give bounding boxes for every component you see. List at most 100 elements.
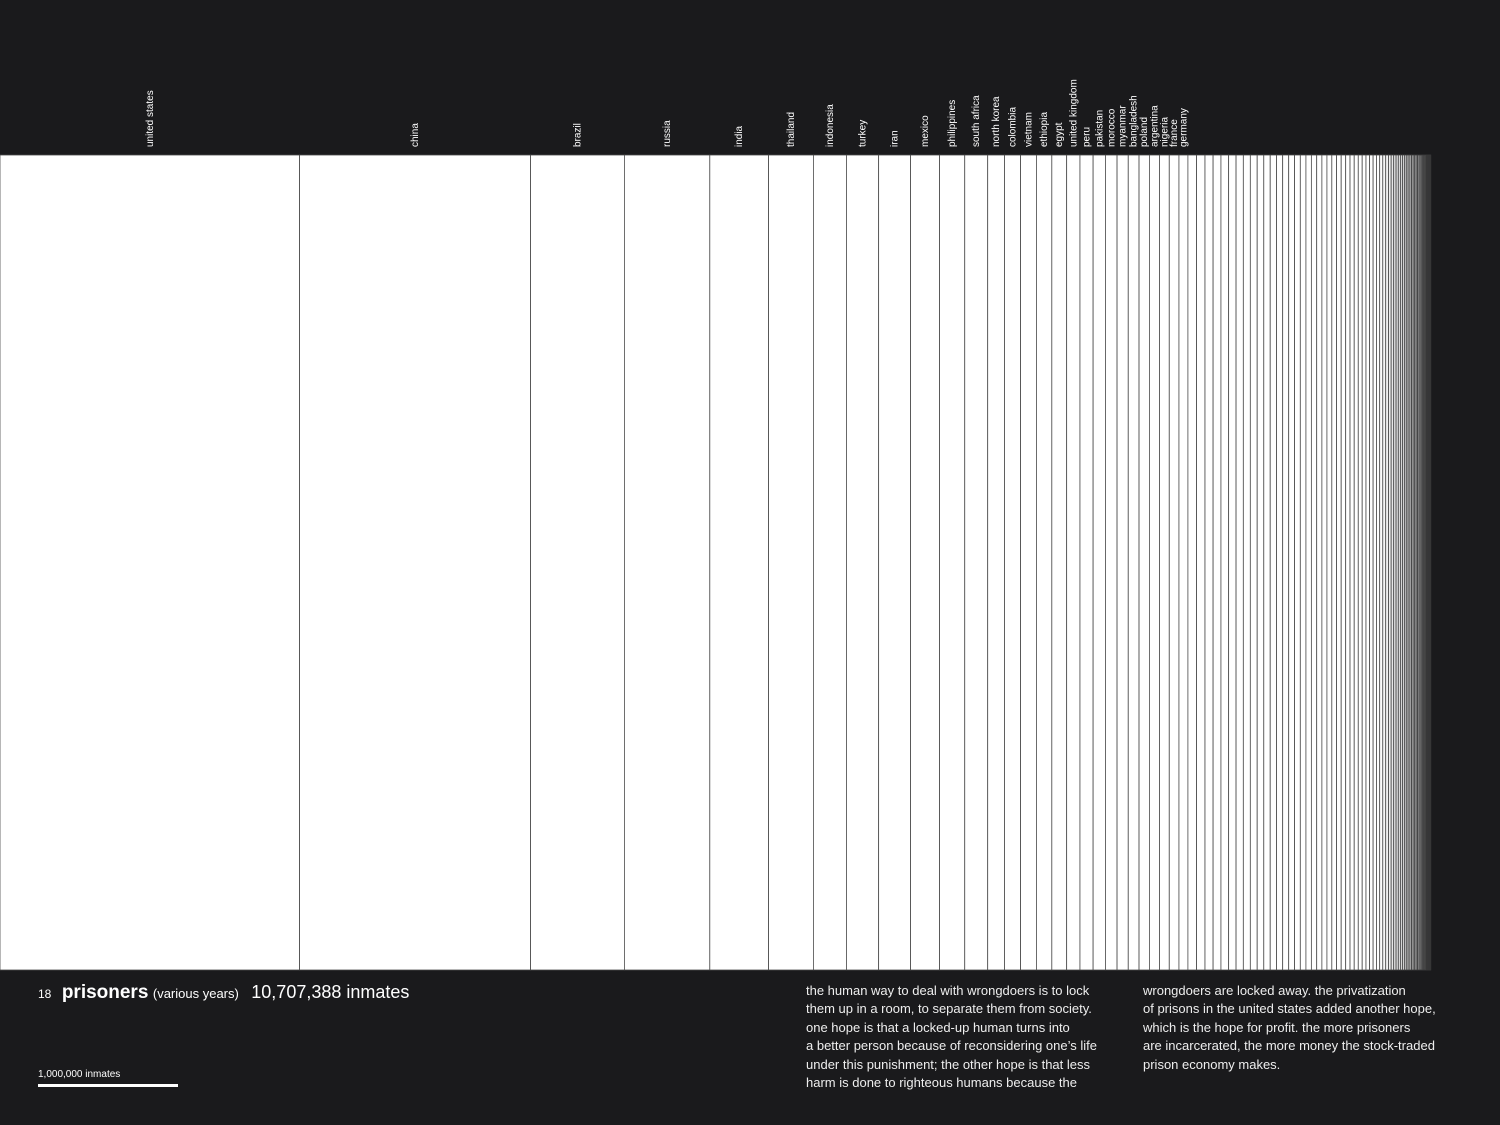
bar — [1276, 154, 1284, 971]
bar — [846, 154, 880, 971]
text-line: prison economy makes. — [1143, 1056, 1281, 1072]
bar — [910, 154, 940, 971]
bar — [1369, 154, 1374, 971]
text-line: are incarcerated, the more money the sto… — [1143, 1038, 1435, 1054]
bar — [1316, 154, 1323, 971]
text-column: wrongdoers are locked away. the privatiz… — [1143, 982, 1436, 1074]
bar — [1365, 154, 1371, 971]
category-label: poland — [1139, 117, 1150, 147]
bar — [939, 154, 966, 971]
bar — [0, 154, 301, 971]
bar — [1149, 154, 1160, 971]
bar — [624, 154, 711, 971]
bar — [964, 154, 989, 971]
bar — [1288, 154, 1295, 971]
text-line: of prisons in the united states added an… — [1143, 1001, 1436, 1017]
bar — [1004, 154, 1022, 971]
bar — [1361, 154, 1367, 971]
bar — [1294, 154, 1301, 971]
category-label: egypt — [1054, 122, 1065, 147]
bar — [1092, 154, 1106, 971]
category-label: north korea — [991, 96, 1002, 147]
bar — [1187, 154, 1197, 971]
bar — [1127, 154, 1140, 971]
bar — [1196, 154, 1206, 971]
text-column: the human way to deal with wrongdoers is… — [806, 982, 1097, 1092]
subtitle: (various years) — [152, 986, 239, 1001]
bar — [1242, 154, 1251, 971]
bar — [1310, 154, 1318, 971]
category-label: myanmar — [1118, 105, 1129, 147]
category-label: thailand — [786, 112, 797, 147]
bar — [1299, 154, 1307, 971]
category-label: iran — [890, 130, 901, 147]
category-label: brazil — [573, 123, 584, 147]
bar — [1357, 154, 1363, 971]
title: prisoners — [61, 982, 149, 1003]
bar — [1116, 154, 1129, 971]
fade-overlay — [1380, 150, 1500, 975]
category-label: argentina — [1149, 105, 1160, 147]
category-label: united states — [145, 90, 156, 147]
scale-label: 1,000,000 inmates — [38, 1069, 120, 1080]
bar — [1282, 154, 1290, 971]
bar — [709, 154, 769, 971]
bar — [1105, 154, 1118, 971]
text-line: harm is done to righteous humans because… — [806, 1075, 1078, 1091]
total: 10,707,388 inmates — [251, 982, 410, 1002]
category-label: morocco — [1106, 108, 1117, 147]
bar — [987, 154, 1005, 971]
bar — [1212, 154, 1222, 971]
bar — [813, 154, 847, 971]
category-label: ethiopia — [1039, 112, 1050, 147]
bar — [1336, 154, 1342, 971]
bar — [1269, 154, 1277, 971]
bar — [1321, 154, 1328, 971]
category-label: nigeria — [1159, 117, 1170, 147]
category-label: russia — [662, 120, 673, 147]
category-label: indonesia — [825, 104, 836, 147]
bar — [1345, 154, 1351, 971]
bar — [1376, 154, 1381, 971]
bar — [1204, 154, 1214, 971]
page-number: 18 — [38, 987, 52, 1001]
category-label: united kingdom — [1068, 79, 1079, 147]
category-label: germany — [1178, 108, 1189, 147]
bar — [1305, 154, 1312, 971]
bar — [1051, 154, 1068, 971]
category-label: india — [734, 125, 745, 147]
header: 18 prisoners (various years) 10,707,388 … — [38, 982, 409, 1004]
bar — [1178, 154, 1189, 971]
text-line: one hope is that a locked-up human turns… — [806, 1019, 1070, 1035]
bar — [1326, 154, 1333, 971]
text-line: the human way to deal with wrongdoers is… — [806, 983, 1090, 998]
bar — [1349, 154, 1355, 971]
text-line: which is the hope for profit. the more p… — [1143, 1019, 1411, 1035]
category-label: south africa — [971, 95, 982, 147]
category-label: philippines — [947, 100, 958, 147]
bar — [530, 154, 625, 971]
category-label: mexico — [920, 115, 931, 147]
text-line: a better person because of reconsidering… — [806, 1038, 1098, 1054]
bar — [1256, 154, 1265, 971]
category-label: vietnam — [1024, 112, 1035, 147]
bar — [1138, 154, 1150, 971]
bar — [768, 154, 814, 971]
bar — [1228, 154, 1237, 971]
bar — [1263, 154, 1271, 971]
bar — [1036, 154, 1053, 971]
bar — [1331, 154, 1337, 971]
category-label: turkey — [858, 120, 869, 147]
text-line: them up in a room, to separate them from… — [806, 1001, 1092, 1017]
text-line: under this punishment; the other hope is… — [806, 1056, 1091, 1072]
bar — [1220, 154, 1230, 971]
bar — [1020, 154, 1037, 971]
bar — [1353, 154, 1359, 971]
bar — [1159, 154, 1170, 971]
category-label: pakistan — [1094, 110, 1105, 147]
text-line: wrongdoers are locked away. the privatiz… — [1143, 983, 1406, 998]
bar — [1235, 154, 1244, 971]
category-label: china — [410, 123, 421, 147]
